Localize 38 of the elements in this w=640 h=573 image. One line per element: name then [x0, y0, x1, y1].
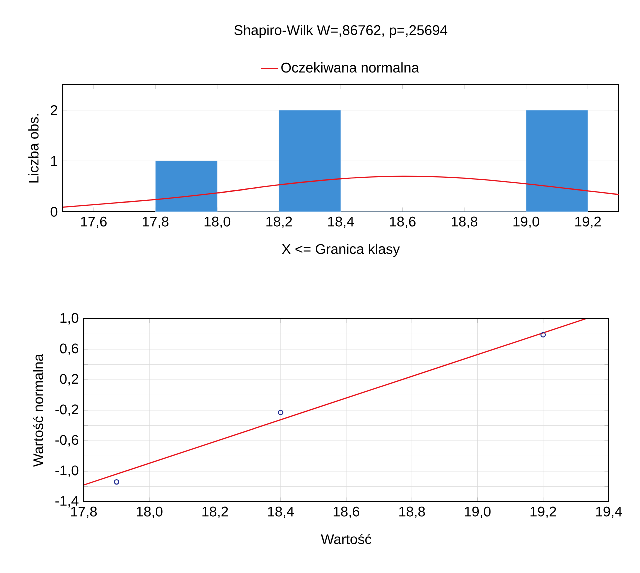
line-series [63, 176, 619, 208]
y-tick-label: -0,2 [56, 404, 78, 416]
x-axis-title: X <= Granica klasy [282, 244, 400, 257]
point [540, 332, 546, 338]
point [114, 479, 120, 485]
x-tick-label: 18,0 [204, 216, 231, 228]
x-tick-label: 18,2 [266, 216, 292, 228]
x-tick-label: 18,0 [137, 506, 163, 518]
x-tick-label: 17,8 [143, 216, 169, 228]
x-tick-label: 19,2 [530, 506, 556, 518]
y-tick-label: -1,0 [56, 466, 79, 478]
y-tick-label: 0,6 [60, 344, 79, 356]
x-tick-label: 18,6 [390, 216, 416, 228]
x-tick-label: 18,8 [400, 506, 426, 518]
x-tick-label: 19,4 [596, 506, 622, 518]
x-tick-label: 18,8 [452, 216, 478, 228]
y-tick-label: 1 [51, 156, 58, 166]
x-tick-label: 17,8 [71, 506, 98, 518]
x-tick-label: 18,2 [202, 506, 228, 518]
chart-title: Shapiro-Wilk W=,86762, p=,25694 [234, 25, 448, 38]
y-axis-title: Wartość normalna [33, 354, 44, 467]
y-tick-label: 0,2 [60, 374, 78, 386]
x-tick-label: 19,2 [576, 216, 602, 228]
x-tick-label: 19,0 [465, 506, 491, 518]
x-tick-label: 18,4 [268, 506, 294, 518]
x-tick-label: 18,6 [334, 506, 360, 518]
y-tick-label: 1,0 [60, 313, 79, 325]
x-tick-label: 19,0 [514, 216, 540, 228]
x-tick-label: 18,4 [328, 216, 354, 228]
y-tick-label: -1,4 [56, 496, 79, 508]
x-tick-label: 17,6 [81, 216, 107, 228]
x-axis-title: Wartość [321, 534, 372, 544]
legend-label: Oczekiwana normalna [282, 62, 420, 73]
y-axis-title: Liczba obs. [28, 114, 39, 183]
point [278, 410, 284, 416]
y-tick-label: 2 [51, 105, 58, 116]
y-tick-label: -0,6 [56, 435, 79, 447]
y-tick-label: 0 [50, 207, 58, 217]
